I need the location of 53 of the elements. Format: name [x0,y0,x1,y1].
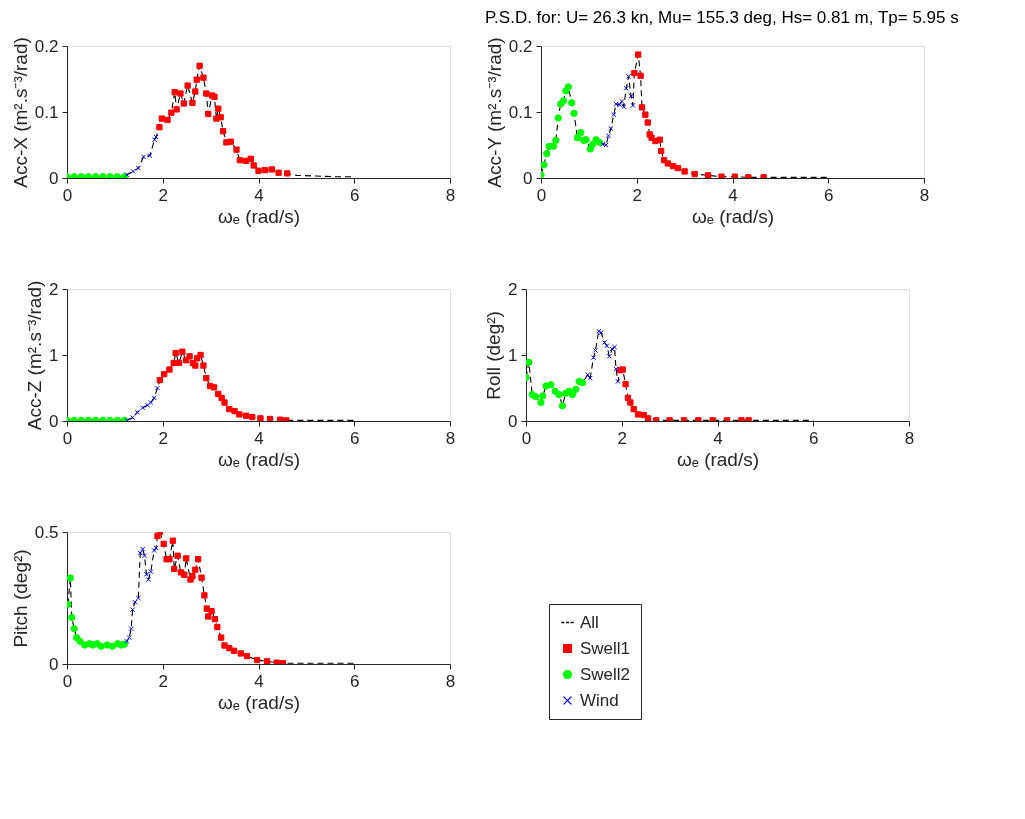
x-tick-label: 4 [713,428,723,448]
y-axis-title: Acc-X (m².s⁻³/rad) [9,37,31,188]
x-tick-label: 8 [445,185,456,205]
x-tick-label: 2 [158,428,168,448]
chart-title: P.S.D. for: U= 26.3 kn, Mu= 155.3 deg, Hs= 0.81 m, Tp= 5.95 s [484,7,959,27]
x-tick-label: 6 [350,428,360,448]
x-axis-title: ωₑ (rad/s) [217,205,301,227]
x-tick-label: 2 [158,185,168,205]
y-tick-label: 0 [49,654,59,674]
x-tick-label: 2 [158,671,168,691]
y-tick-label: 0 [523,168,533,188]
x-tick-label: 6 [350,185,360,205]
x-tick-label: 6 [824,185,834,205]
y-tick-label: 2 [49,279,59,299]
x-tick-label: 4 [254,428,264,448]
x-axis-title: ωₑ (rad/s) [217,448,301,470]
y-tick-label: 0 [49,168,59,188]
x-axis-title: ωₑ (rad/s) [691,205,775,227]
y-axis-title: Roll (deg²) [483,311,505,400]
x-tick-label: 4 [254,671,264,691]
x-tick-label: 0 [536,185,547,205]
x-tick-label: 8 [445,428,456,448]
x-tick-label: 8 [904,428,915,448]
y-axis-title: Pitch (deg²) [9,549,31,648]
x-tick-label: 4 [728,185,738,205]
legend-label: Swell2 [580,664,631,684]
x-tick-label: 2 [632,185,642,205]
y-tick-label: 0 [508,411,518,431]
x-tick-label: 2 [617,428,627,448]
x-axis-title: ωₑ (rad/s) [676,448,760,470]
x-axis-title: ωₑ (rad/s) [217,691,301,713]
y-axis-title: Acc-Y (m².s⁻³/rad) [483,37,505,188]
x-tick-label: 4 [254,185,264,205]
y-tick-label: 1 [49,345,59,365]
x-tick-label: 6 [809,428,819,448]
legend-label: All [580,612,599,632]
x-tick-label: 6 [350,671,360,691]
x-tick-label: 0 [62,428,73,448]
x-tick-label: 0 [62,671,73,691]
legend-label: Swell1 [580,638,631,658]
y-tick-label: 0.5 [34,522,59,542]
y-tick-label: 2 [508,279,518,299]
y-axis-title: Acc-Z (m².s⁻³/rad) [24,280,46,431]
y-tick-label: 0.1 [508,102,533,122]
y-tick-label: 0 [49,411,59,431]
y-tick-label: 0.2 [34,36,59,56]
x-tick-label: 0 [62,185,73,205]
x-tick-label: 8 [919,185,930,205]
y-tick-label: 1 [508,345,518,365]
x-tick-label: 8 [445,671,456,691]
y-tick-label: 0.1 [34,102,59,122]
legend-label: Wind [580,690,619,710]
y-tick-label: 0.2 [508,36,533,56]
